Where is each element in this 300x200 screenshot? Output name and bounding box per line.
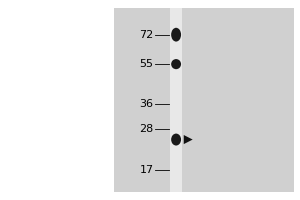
Text: Hela: Hela [164,0,189,1]
Ellipse shape [171,134,181,146]
Bar [170,8,182,192]
Ellipse shape [171,59,181,69]
Text: 28: 28 [139,124,154,134]
Text: 55: 55 [140,59,154,69]
Text: 36: 36 [140,99,154,109]
Text: Hela: Hela [164,0,189,1]
Text: 17: 17 [140,165,154,175]
Ellipse shape [171,28,181,42]
Polygon shape [184,135,193,144]
Text: 72: 72 [139,30,154,40]
